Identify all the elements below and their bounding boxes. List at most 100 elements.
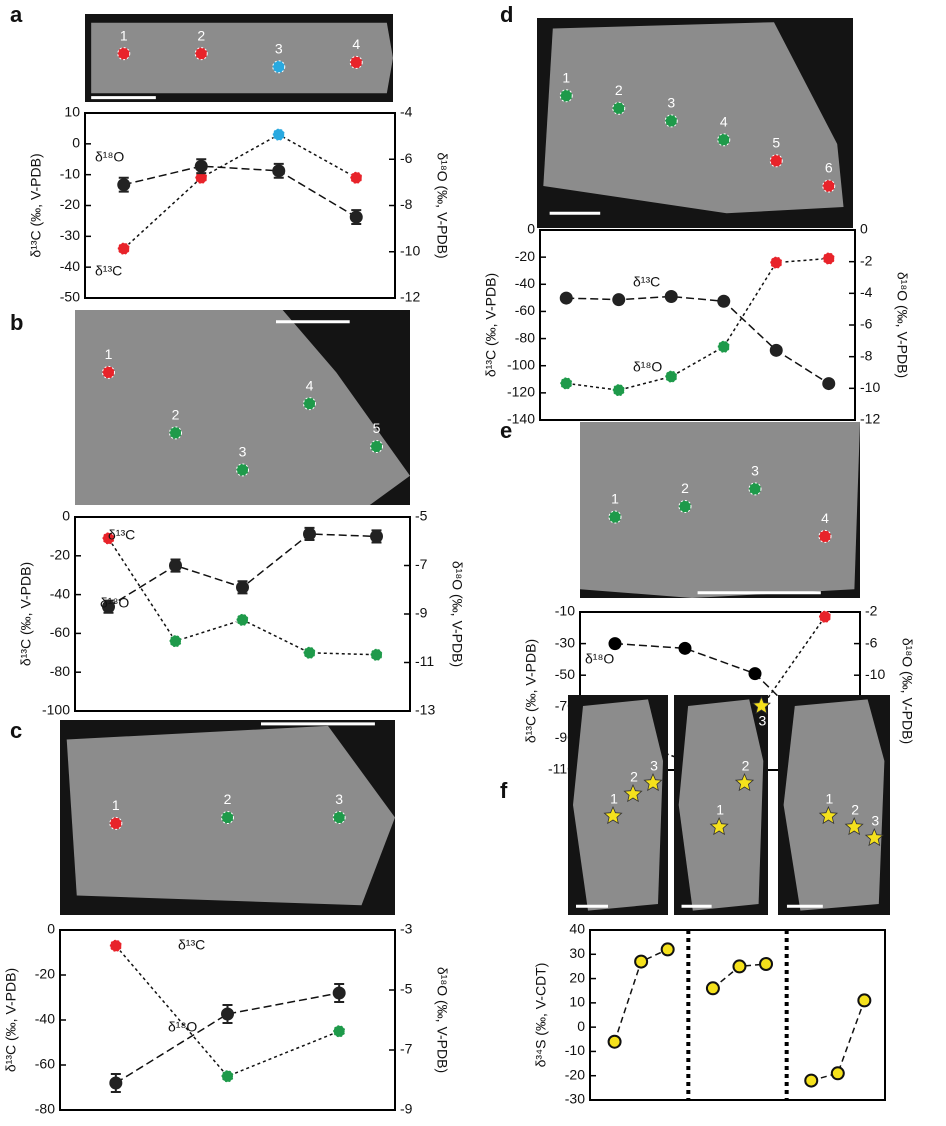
spot-label: 2 <box>851 802 859 818</box>
y2-tick-label: -5 <box>400 981 413 997</box>
spot <box>194 47 208 61</box>
y2-tick-label: -6 <box>860 316 873 332</box>
spot <box>370 440 383 453</box>
spot-label: 2 <box>172 407 180 423</box>
spot-label: 5 <box>373 420 381 436</box>
y-tick-label: -80 <box>50 663 70 679</box>
y-tick-label: -80 <box>35 1101 55 1117</box>
spot-label: 2 <box>197 27 205 43</box>
y-tick-label: -60 <box>515 302 535 318</box>
series-label: δ¹⁸O <box>95 149 124 165</box>
data-point <box>349 210 363 224</box>
data-point <box>272 128 286 142</box>
series-line <box>115 945 340 1078</box>
spot-label: 3 <box>650 758 658 774</box>
data-point <box>678 641 692 655</box>
y-tick-label: -50 <box>60 289 80 305</box>
data-point <box>221 1007 234 1021</box>
y-tick-label: -10 <box>555 603 575 619</box>
spot <box>169 426 182 440</box>
spot-label: 3 <box>667 95 675 111</box>
spot <box>822 179 836 193</box>
data-point <box>759 957 774 971</box>
y-tick-label: 10 <box>569 994 585 1010</box>
y2-axis-label: δ¹⁸O (‰, V-PDB) <box>434 152 450 258</box>
data-point <box>769 343 783 357</box>
spot-label: 4 <box>720 114 728 130</box>
y2-tick-label: -12 <box>400 289 420 305</box>
spot-label: 6 <box>825 160 833 176</box>
y2-tick-label: -6 <box>400 150 413 166</box>
spot <box>349 55 363 69</box>
spot <box>608 510 622 524</box>
series-label: δ¹⁸O <box>633 359 662 375</box>
spot-star <box>751 695 771 715</box>
series-line <box>566 295 830 385</box>
spot-star <box>643 772 663 792</box>
data-point <box>370 529 383 543</box>
y2-tick-label: -4 <box>860 284 873 300</box>
y-tick-label: -140 <box>507 411 535 427</box>
y2-tick-label: -12 <box>860 411 880 427</box>
spot-label: 1 <box>611 491 619 507</box>
data-point <box>664 370 678 384</box>
data-point <box>236 613 249 627</box>
spot-label: 1 <box>112 797 120 813</box>
y-tick-label: 0 <box>47 921 55 937</box>
y2-axis-label: δ¹⁸O (‰, V-PDB) <box>894 272 910 378</box>
data-point <box>664 290 678 303</box>
y2-tick-label: -7 <box>415 556 428 572</box>
data-point <box>705 981 720 996</box>
spot-label: 1 <box>826 791 834 807</box>
crystal <box>580 422 860 598</box>
y2-tick-label: -8 <box>400 196 413 212</box>
data-point <box>769 256 783 270</box>
panel-letter: f <box>500 778 508 803</box>
y2-tick-label: -5 <box>415 508 428 524</box>
spot-label: 2 <box>224 791 232 807</box>
y2-axis-label: δ¹⁸O (‰, V-PDB) <box>434 967 450 1073</box>
data-point <box>830 1066 845 1081</box>
y-axis-label: δ¹³C (‰, V-PDB) <box>28 153 44 257</box>
data-point <box>169 634 182 648</box>
y-tick-label: -40 <box>50 585 70 601</box>
spot-label: 5 <box>772 135 780 151</box>
y-tick-label: 0 <box>577 1018 585 1034</box>
data-point <box>612 383 626 397</box>
spot <box>221 811 234 824</box>
data-point <box>102 600 115 614</box>
crystal <box>91 22 393 94</box>
series-label: δ¹³C <box>108 527 135 543</box>
data-point <box>660 942 675 957</box>
y-tick-label: -20 <box>35 966 55 982</box>
y-tick-label: 40 <box>569 921 585 937</box>
spot-star <box>623 783 643 803</box>
y-tick-label: -60 <box>50 624 70 640</box>
y-tick-label: 0 <box>527 221 535 237</box>
spot <box>612 101 626 115</box>
data-point <box>732 959 747 974</box>
spot-label: 4 <box>352 36 360 52</box>
spot <box>818 529 832 543</box>
y-tick-label: -20 <box>60 196 80 212</box>
data-point <box>748 667 762 681</box>
y-tick-label: 10 <box>64 104 80 120</box>
data-point <box>169 559 182 572</box>
data-point <box>332 1024 346 1038</box>
series-label: δ¹³C <box>178 937 205 953</box>
series-label: δ¹⁸O <box>168 1019 197 1035</box>
crystal <box>75 310 410 505</box>
y-axis-label: δ³⁴S (‰, V-CDT) <box>533 963 549 1068</box>
series-label: δ¹³C <box>633 274 660 290</box>
data-point <box>818 610 832 624</box>
data-point <box>822 377 836 391</box>
spot-star <box>818 805 838 825</box>
spot-label: 2 <box>742 758 750 774</box>
data-point <box>272 164 286 178</box>
y2-tick-label: -11 <box>415 653 434 669</box>
spot-star <box>864 827 884 847</box>
data-point <box>102 531 115 545</box>
y-axis-label: δ¹³C (‰, V-PDB) <box>523 639 539 743</box>
y-tick-label: -10 <box>60 165 80 181</box>
